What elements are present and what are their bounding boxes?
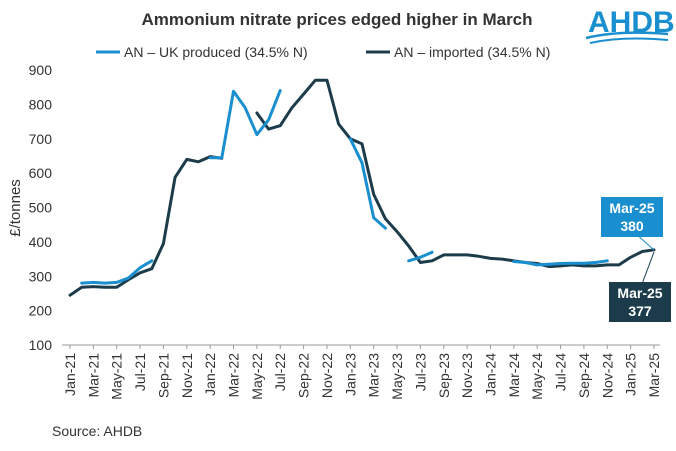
x-tick-label: May-21 <box>109 353 125 400</box>
ahdb-logo-wave-2 <box>589 37 669 44</box>
x-tick-label: Jul-23 <box>412 353 428 391</box>
y-tick-label: 800 <box>29 96 53 112</box>
x-tick-label: Mar-22 <box>226 353 242 398</box>
series-line-imported <box>68 155 224 297</box>
x-tick-label: Nov-22 <box>319 353 335 398</box>
series-line-uk-produced <box>407 250 434 263</box>
callout-imported: Mar-25 377 <box>609 251 671 322</box>
ahdb-logo: AHDB <box>585 6 675 44</box>
y-axis-label: £/tonnes <box>7 179 24 237</box>
x-tick-label: Jan-22 <box>202 353 218 396</box>
y-tick-label: 100 <box>29 337 53 353</box>
x-tick-label: Jul-24 <box>553 353 569 391</box>
legend: AN – UK produced (34.5% N) AN – imported… <box>96 44 550 60</box>
ahdb-logo-wave-1 <box>585 31 669 40</box>
source-note: Source: AHDB <box>52 423 142 439</box>
x-tick-label: Jan-24 <box>482 353 498 396</box>
y-tick-label: 200 <box>29 303 53 319</box>
y-tick-label: 500 <box>29 200 53 216</box>
x-tick-label: May-22 <box>249 353 265 400</box>
series-line-uk-produced <box>80 259 154 285</box>
x-tick-label: Sep-21 <box>155 353 171 398</box>
x-tick-label: Mar-25 <box>646 353 662 398</box>
x-tick-label: Jan-25 <box>623 353 639 396</box>
x-tick-label: Mar-24 <box>506 353 522 398</box>
x-tick-label: Nov-24 <box>599 353 615 398</box>
y-tick-label: 700 <box>29 131 53 147</box>
legend-label-imported: AN – imported (34.5% N) <box>394 44 550 60</box>
x-tick-label: May-24 <box>529 353 545 400</box>
series <box>68 78 656 297</box>
x-tick-label: Mar-21 <box>85 353 101 398</box>
y-tick-label: 400 <box>29 234 53 250</box>
y-tick-label: 600 <box>29 165 53 181</box>
legend-label-uk: AN – UK produced (34.5% N) <box>124 44 308 60</box>
x-tick-label: Jul-21 <box>132 353 148 391</box>
callout-imported-box <box>609 282 671 322</box>
x-tick-label: Sep-24 <box>576 353 592 398</box>
callout-imported-label: Mar-25 <box>617 285 662 301</box>
x-tick-label: Sep-23 <box>436 353 452 398</box>
y-tick-label: 300 <box>29 268 53 284</box>
callout-uk-box <box>601 197 663 237</box>
x-tick-label: Jan-23 <box>342 353 358 396</box>
x-tick-label: May-23 <box>389 353 405 400</box>
x-ticks: Jan-21 Mar-21 May-21 Jul-21 Sep-21 Nov-21 Jan-… <box>62 345 662 400</box>
series-line-uk-produced <box>512 259 609 267</box>
series-line-imported <box>255 78 656 269</box>
callout-uk-value: 380 <box>620 218 644 234</box>
x-tick-label: Mar-23 <box>366 353 382 398</box>
x-tick-label: Nov-23 <box>459 353 475 398</box>
x-tick-label: Jan-21 <box>62 353 78 396</box>
chart-title: Ammonium nitrate prices edged higher in … <box>141 10 532 29</box>
x-tick-label: Nov-21 <box>179 353 195 398</box>
callout-uk: Mar-25 380 <box>601 197 663 251</box>
x-tick-label: Jul-22 <box>272 353 288 391</box>
y-ticks: 100 200 300 400 500 600 700 800 900 <box>29 62 53 353</box>
x-tick-label: Sep-22 <box>296 353 312 398</box>
callout-imported-value: 377 <box>628 303 652 319</box>
series-line-uk-produced <box>348 137 387 230</box>
series-line-uk-produced <box>208 89 282 160</box>
y-tick-label: 900 <box>29 62 53 78</box>
callout-uk-label: Mar-25 <box>609 200 654 216</box>
callout-imported-leader <box>641 251 655 285</box>
